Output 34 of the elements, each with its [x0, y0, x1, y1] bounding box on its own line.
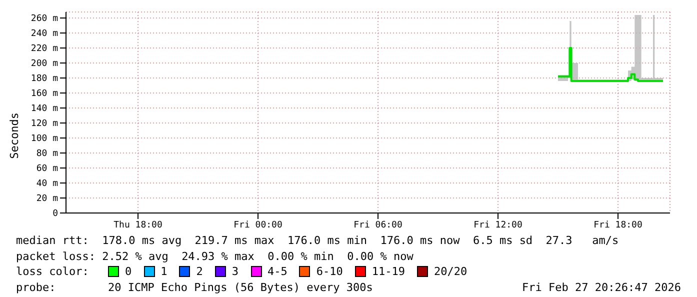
text: probe: [16, 280, 57, 295]
x-tick-label: Fri 00:00 [234, 220, 282, 230]
y-tick-label: 160 m [30, 89, 58, 100]
y-tick-label: 260 m [30, 14, 58, 24]
y-tick-label: 240 m [30, 29, 58, 40]
text: 3 [230, 264, 238, 280]
y-tick-label: 220 m [30, 44, 58, 54]
x-tick-label: Fri 12:00 [474, 220, 522, 230]
text: Fri Feb 27 20:26:47 2026 [522, 280, 681, 295]
x-tick-label: Fri 18:00 [594, 220, 642, 230]
text: 20 ICMP Echo Pings (56 Bytes) every 300s [108, 280, 373, 295]
y-tick-label: 60 m [36, 164, 58, 174]
text: 4-5 [266, 264, 288, 280]
text: 1 [160, 264, 168, 280]
text: 20/20 [433, 264, 468, 280]
text: 0 [124, 264, 132, 280]
y-tick-label: 80 m [36, 149, 58, 160]
text: 2 [195, 264, 203, 280]
y-tick-label: 40 m [36, 179, 58, 190]
y-tick-label: 0 [52, 209, 58, 220]
y-tick-label: 140 m [30, 104, 58, 114]
text: loss color: [16, 264, 90, 280]
y-tick-label: 20 m [36, 194, 58, 204]
y-tick-label: 200 m [30, 59, 58, 70]
y-tick-label: 180 m [30, 74, 58, 84]
text: 11-19 [370, 264, 405, 280]
y-axis-title: Seconds [8, 112, 21, 159]
x-tick-label: Fri 06:00 [354, 220, 402, 230]
text: 6-10 [315, 264, 343, 280]
x-tick-label: Thu 18:00 [114, 220, 162, 230]
text: packet loss: 2.52 % avg 24.93 % max 0.00 % min 0.00 % now [16, 248, 414, 264]
y-tick-label: 100 m [30, 134, 58, 144]
text: median rtt: 178.0 ms avg 219.7 ms max 176.0 ms min 176.0 ms now 6.5 ms sd 27.3 am/s [16, 233, 620, 248]
y-tick-label: 120 m [30, 119, 58, 130]
